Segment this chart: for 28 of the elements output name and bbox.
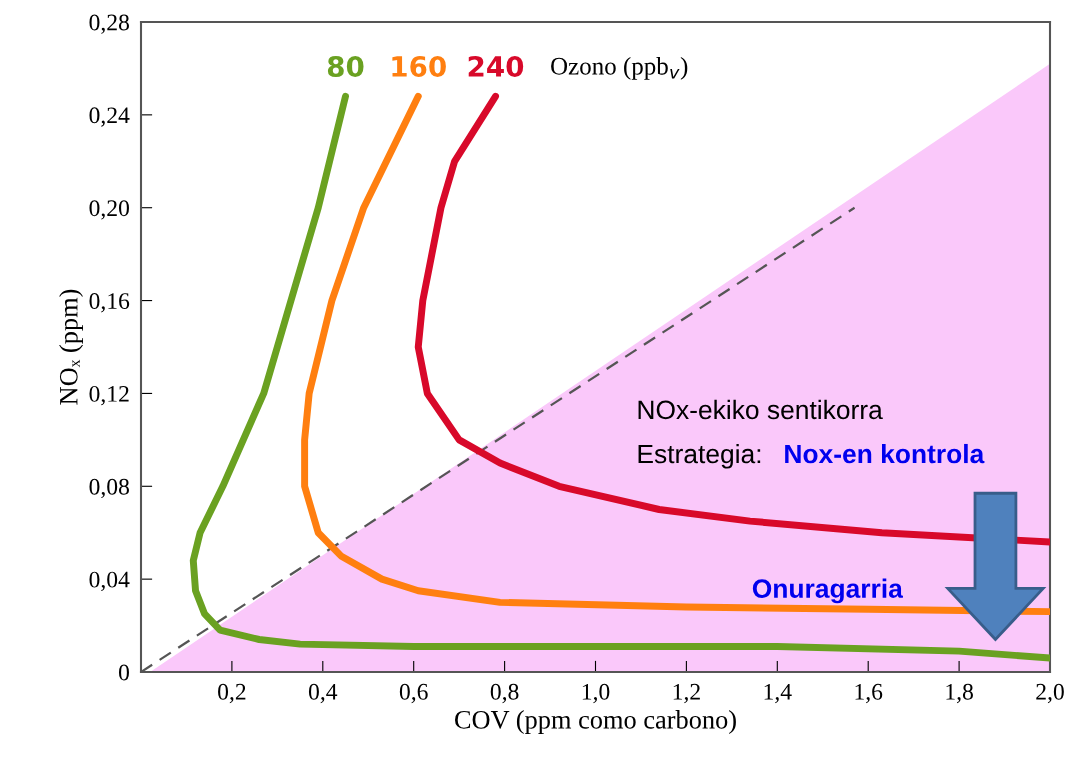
y-axis-title: NOₓ (ppm) bbox=[59, 289, 84, 405]
series-label: 80 bbox=[327, 55, 364, 77]
series-label: 160 bbox=[392, 55, 446, 77]
y-tick-label: 0,16 bbox=[89, 293, 130, 313]
annotation: NOx-ekiko sentikorra bbox=[638, 399, 883, 420]
x-axis-title: COV (ppm como carbono) bbox=[455, 710, 736, 735]
x-tick-label: 0,6 bbox=[399, 683, 428, 704]
x-tick-label: 1,0 bbox=[582, 683, 610, 704]
x-tick-label: 1,6 bbox=[855, 683, 883, 704]
x-tick-label: 1,8 bbox=[946, 683, 973, 704]
y-tick-label: 0,04 bbox=[89, 571, 130, 591]
annotation: Onuragarria bbox=[752, 578, 903, 604]
y-tick-label: 0,20 bbox=[89, 200, 129, 220]
annotation: Estrategia: bbox=[638, 443, 761, 469]
y-tick-label: 0,12 bbox=[89, 385, 129, 406]
annotation: Nox-en kontrola bbox=[785, 443, 985, 464]
y-tick-label: 0 bbox=[118, 664, 129, 681]
x-tick-label: 1,2 bbox=[673, 683, 700, 704]
y-tick-label: 0,28 bbox=[89, 14, 129, 34]
legend-title: Ozono (ppb$_{v}$) bbox=[551, 57, 688, 80]
x-tick-label: 0,4 bbox=[308, 683, 338, 704]
y-tick-label: 0,24 bbox=[89, 107, 130, 127]
x-tick-label: 0,8 bbox=[490, 683, 519, 704]
x-tick-label: 1,4 bbox=[764, 683, 792, 704]
series-label: 240 bbox=[468, 55, 524, 77]
x-tick-label: 2,0 bbox=[1036, 683, 1064, 704]
x-tick-label: 0,2 bbox=[218, 683, 246, 704]
y-tick-label: 0,08 bbox=[89, 478, 129, 499]
